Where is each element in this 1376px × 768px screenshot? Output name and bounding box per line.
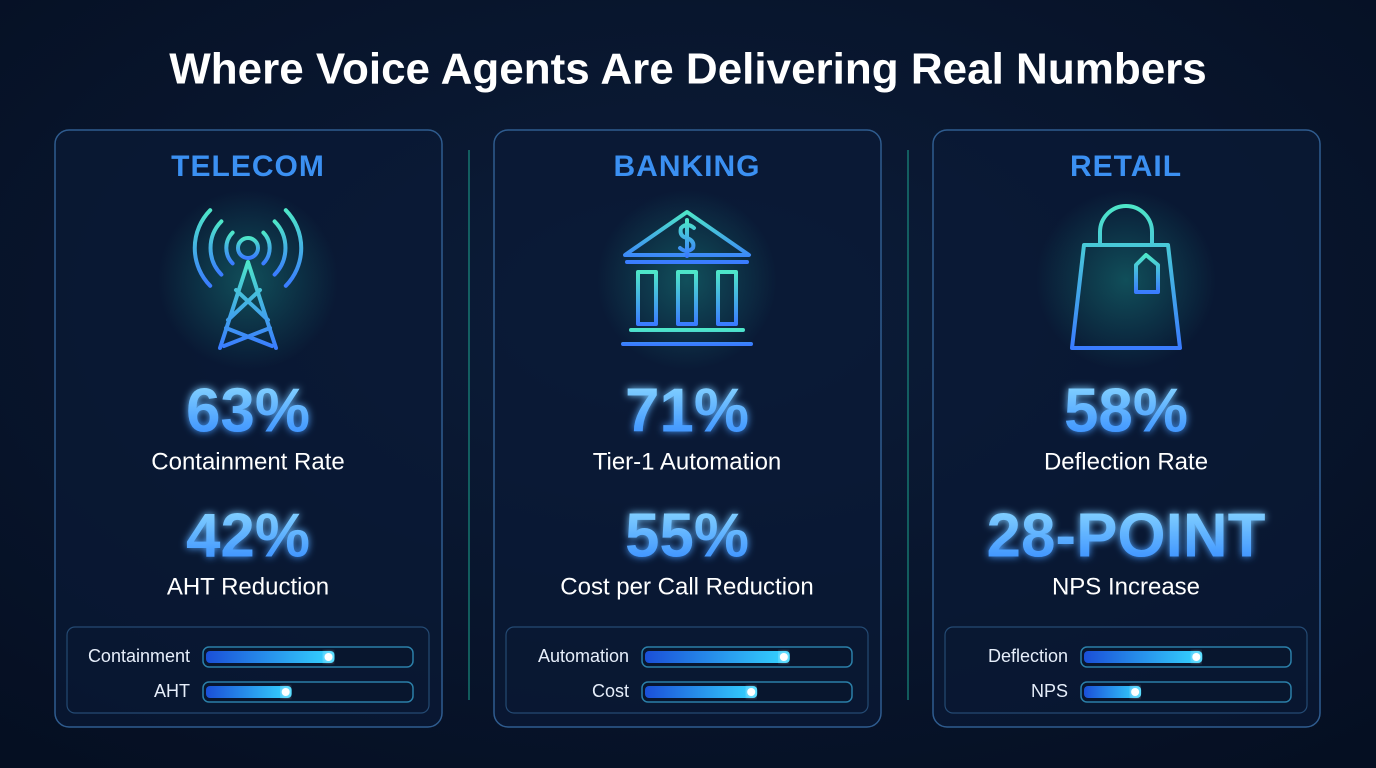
panel-frame [493,129,882,728]
stat-caption: Deflection Rate [1044,448,1208,475]
bar-knob [779,653,788,661]
bar-label: AHT [154,681,190,701]
bag [1070,204,1182,350]
bar-fill [206,686,292,698]
panel-frame [932,129,1321,728]
bar-fill [1084,651,1203,663]
bar-label: Containment [88,646,190,666]
bar-label: Deflection [988,646,1068,666]
signal-wave [208,219,224,277]
panel-frame [54,129,443,728]
stat-caption: Cost per Call Reduction [560,573,813,600]
bar-box [944,626,1308,714]
bar-knob [324,653,333,661]
stat-caption: NPS Increase [1052,573,1200,600]
stat-caption: Containment Rate [151,448,344,475]
signal-wave [261,230,272,266]
panel: BANKING 71% Tier-1 Automation 55% Cost per C… [493,129,882,728]
panel-title: TELECOM [171,150,325,183]
stat-value: 42% [186,501,310,570]
bar-fill [1084,686,1142,698]
panel-title: RETAIL [1070,150,1182,183]
bar-knob [1192,653,1201,661]
bank-column [716,270,738,326]
bar-label: Automation [538,646,629,666]
tag [1134,253,1160,294]
icon-halo [1036,190,1216,370]
tower [218,260,278,350]
bank-column [676,270,698,326]
bar-fill [645,686,758,698]
tower-top [236,236,260,260]
panel-title: BANKING [614,150,761,183]
panel: RETAIL 58% Deflection Rate 28-POINT NPS Incr… [932,129,1321,728]
icon-halo [158,190,338,370]
stat-value: 71% [625,376,749,445]
bar-label: NPS [1031,681,1068,701]
bar-label: Cost [592,681,629,701]
signal-wave [283,208,304,288]
stat-value: 63% [186,376,310,445]
stat-caption: AHT Reduction [167,573,329,600]
stat-value: 55% [625,501,749,570]
bar-fill [645,651,790,663]
bar-box [505,626,869,714]
bar-fill [206,651,335,663]
signal-wave [192,208,213,288]
stat-value: 28-POINT [986,501,1265,570]
stat-value: 58% [1064,376,1188,445]
bar-knob [747,688,756,696]
bar-knob [1131,688,1140,696]
signal-wave [272,219,288,277]
bank-base [621,328,753,346]
bar-knob [281,688,290,696]
stat-caption: Tier-1 Automation [593,448,782,475]
bank-column [636,270,658,326]
panel: TELECOM 63% Containment Rate 42% AHT Reducti… [54,129,443,728]
signal-wave [224,230,235,266]
bar-box [66,626,430,714]
dollar [678,218,696,258]
page-title: Where Voice Agents Are Delivering Real N… [169,45,1207,94]
